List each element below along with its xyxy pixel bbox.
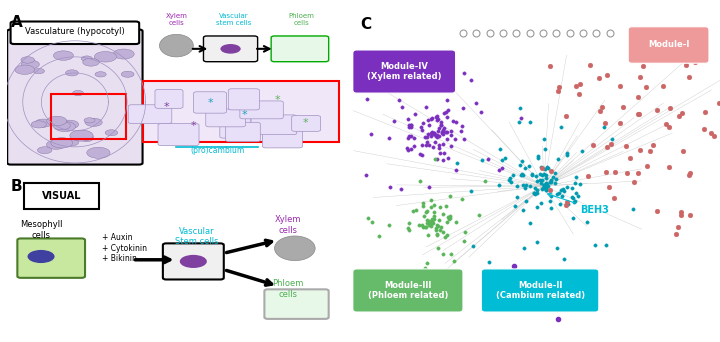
- Circle shape: [46, 140, 66, 149]
- FancyBboxPatch shape: [17, 238, 85, 278]
- Circle shape: [85, 118, 102, 127]
- Text: *: *: [302, 118, 308, 128]
- FancyBboxPatch shape: [353, 50, 456, 93]
- Text: Vasculature (hypocotyl): Vasculature (hypocotyl): [25, 27, 125, 36]
- FancyBboxPatch shape: [204, 36, 258, 62]
- Text: Phloem
cells: Phloem cells: [289, 13, 315, 26]
- FancyBboxPatch shape: [628, 27, 709, 63]
- Circle shape: [84, 118, 95, 123]
- Circle shape: [47, 116, 67, 126]
- Text: *: *: [241, 110, 247, 120]
- FancyBboxPatch shape: [24, 183, 99, 209]
- Text: Xylem
cells: Xylem cells: [166, 13, 187, 26]
- Circle shape: [70, 130, 93, 141]
- Circle shape: [86, 147, 110, 158]
- Circle shape: [33, 68, 45, 74]
- FancyBboxPatch shape: [155, 90, 183, 108]
- Text: Phloem
cells: Phloem cells: [272, 279, 304, 299]
- FancyBboxPatch shape: [163, 244, 224, 279]
- Circle shape: [73, 91, 84, 96]
- Text: *: *: [275, 95, 281, 105]
- Bar: [51, 94, 125, 139]
- Circle shape: [220, 44, 240, 54]
- Circle shape: [113, 49, 134, 59]
- Text: Module-I: Module-I: [648, 40, 689, 50]
- FancyBboxPatch shape: [194, 92, 227, 113]
- Circle shape: [21, 60, 40, 69]
- Circle shape: [35, 119, 52, 127]
- Circle shape: [121, 71, 134, 77]
- Circle shape: [105, 130, 118, 136]
- FancyBboxPatch shape: [271, 36, 328, 62]
- Text: *: *: [191, 121, 196, 131]
- Circle shape: [53, 121, 71, 130]
- Text: Mesophyll
cells: Mesophyll cells: [19, 220, 63, 240]
- FancyBboxPatch shape: [264, 289, 328, 319]
- FancyBboxPatch shape: [7, 29, 143, 165]
- Text: A: A: [11, 15, 22, 30]
- Text: *: *: [163, 102, 169, 112]
- Text: (pro)cambium: (pro)cambium: [190, 146, 244, 155]
- Circle shape: [94, 52, 117, 62]
- FancyBboxPatch shape: [220, 118, 251, 138]
- Text: Vascular
Stem cells: Vascular Stem cells: [175, 227, 218, 246]
- Text: + Auxin
+ Cytokinin
+ Bikinin: + Auxin + Cytokinin + Bikinin: [102, 233, 147, 263]
- Circle shape: [82, 134, 94, 140]
- FancyBboxPatch shape: [481, 269, 599, 312]
- Text: Xylem
cells: Xylem cells: [275, 215, 302, 235]
- FancyBboxPatch shape: [292, 116, 320, 131]
- Circle shape: [31, 121, 46, 128]
- Text: B: B: [11, 179, 22, 194]
- Text: VISUAL: VISUAL: [42, 191, 81, 201]
- FancyBboxPatch shape: [225, 122, 261, 142]
- Circle shape: [81, 136, 93, 142]
- FancyBboxPatch shape: [158, 123, 199, 146]
- FancyBboxPatch shape: [240, 101, 283, 119]
- Text: Module-III
(Phloem related): Module-III (Phloem related): [368, 281, 448, 300]
- Text: BEH3: BEH3: [548, 193, 609, 214]
- Circle shape: [54, 121, 76, 132]
- FancyBboxPatch shape: [228, 89, 259, 110]
- FancyBboxPatch shape: [251, 115, 297, 135]
- Circle shape: [95, 72, 106, 77]
- FancyBboxPatch shape: [263, 128, 302, 148]
- Circle shape: [53, 51, 73, 60]
- FancyBboxPatch shape: [353, 269, 463, 312]
- Circle shape: [37, 147, 52, 154]
- Circle shape: [62, 138, 78, 146]
- Text: Module-IV
(Xylem related): Module-IV (Xylem related): [367, 62, 441, 81]
- Text: Vascular
stem cells: Vascular stem cells: [216, 13, 251, 26]
- Ellipse shape: [274, 236, 315, 261]
- Circle shape: [81, 56, 92, 61]
- Text: *: *: [207, 98, 213, 108]
- Circle shape: [27, 250, 55, 263]
- Circle shape: [180, 255, 207, 268]
- Text: Module-II
(Cambium related): Module-II (Cambium related): [495, 281, 585, 300]
- Text: C: C: [360, 17, 372, 32]
- Ellipse shape: [160, 35, 193, 57]
- FancyBboxPatch shape: [206, 109, 246, 127]
- Circle shape: [66, 70, 78, 76]
- FancyBboxPatch shape: [11, 22, 139, 44]
- Circle shape: [15, 65, 35, 75]
- FancyBboxPatch shape: [128, 105, 172, 123]
- FancyBboxPatch shape: [143, 81, 339, 142]
- Circle shape: [60, 120, 78, 129]
- Circle shape: [21, 57, 35, 63]
- Circle shape: [51, 137, 73, 148]
- Circle shape: [83, 58, 99, 66]
